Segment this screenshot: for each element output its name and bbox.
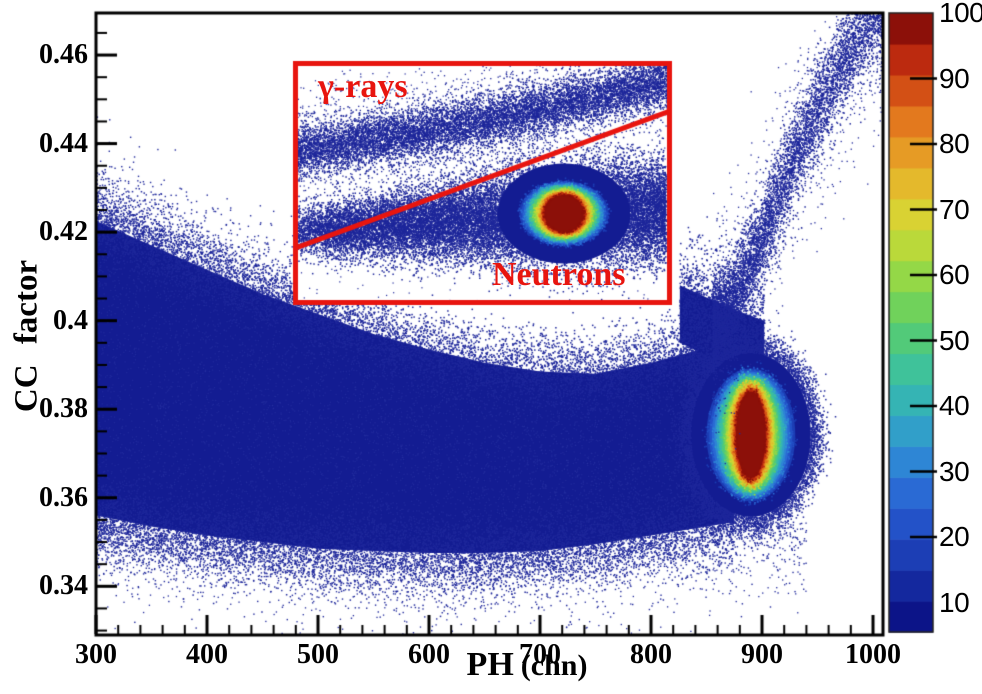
x-axis-title-main: PH: [466, 646, 514, 683]
y-axis-title: CC factor: [8, 259, 45, 413]
x-axis-title: PH (chn): [467, 646, 588, 684]
gamma-rays-annotation: γ-rays: [318, 68, 408, 105]
x-axis-title-unit: (chn): [520, 649, 588, 682]
neutrons-annotation: Neutrons: [492, 256, 626, 293]
